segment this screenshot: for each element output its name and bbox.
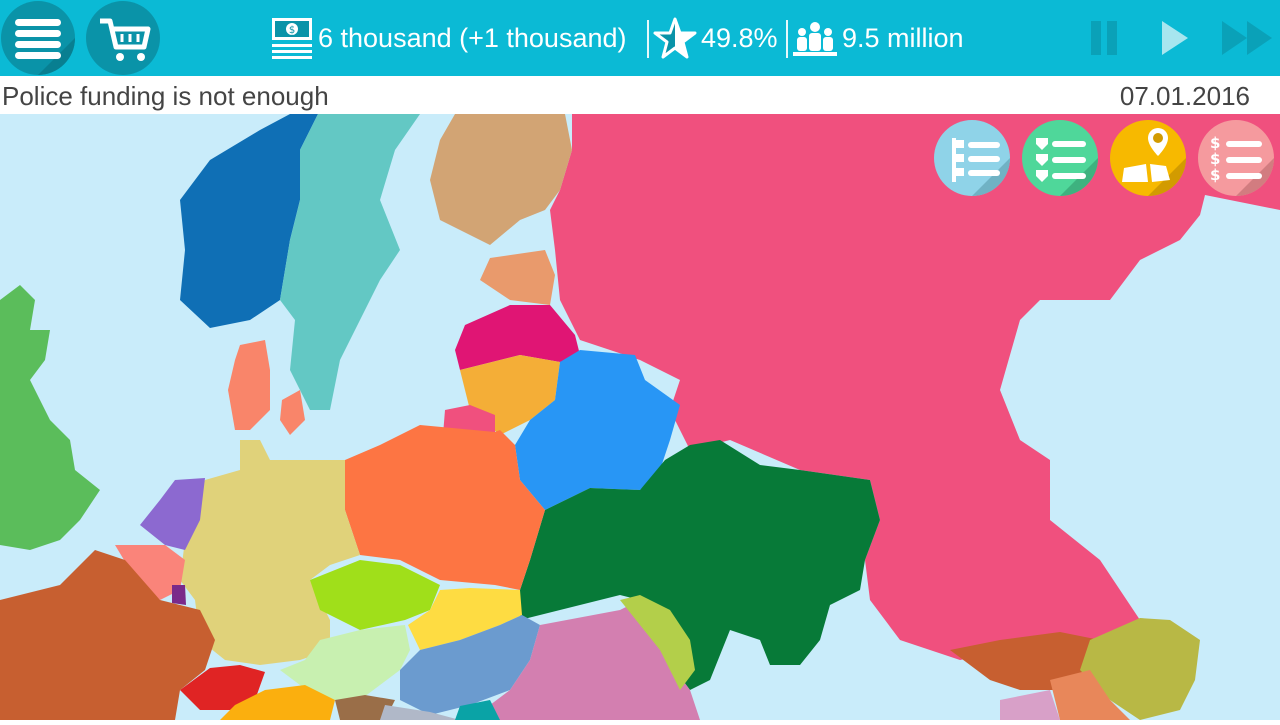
country-estonia[interactable] bbox=[480, 250, 555, 305]
money-banknote-icon: $ bbox=[272, 18, 312, 59]
country-serbia[interactable] bbox=[455, 700, 500, 720]
country-georgia[interactable] bbox=[950, 632, 1100, 690]
play-button[interactable] bbox=[1158, 18, 1192, 58]
country-norway[interactable] bbox=[180, 114, 318, 328]
hamburger-menu-icon bbox=[15, 19, 75, 75]
svg-text:$: $ bbox=[1210, 150, 1220, 168]
star-icon bbox=[653, 17, 697, 59]
country-belgium[interactable] bbox=[115, 545, 185, 600]
money-stat[interactable]: $ 6 thousand (+1 thousand) bbox=[270, 18, 627, 59]
europe-map[interactable]: $ $ $ bbox=[0, 114, 1280, 720]
country-ukraine[interactable] bbox=[520, 440, 880, 690]
country-switzerland[interactable] bbox=[180, 665, 265, 710]
country-turkey[interactable] bbox=[1000, 690, 1060, 720]
status-message: Police funding is not enough bbox=[2, 81, 329, 111]
dollar-list-icon: $$$ bbox=[1210, 134, 1274, 196]
map-pin-icon bbox=[1122, 128, 1186, 196]
svg-text:$: $ bbox=[1210, 166, 1220, 184]
country-austria[interactable] bbox=[280, 625, 410, 700]
fast-forward-button[interactable] bbox=[1220, 18, 1276, 58]
country-armenia[interactable] bbox=[1050, 670, 1130, 720]
country-germany[interactable] bbox=[180, 440, 360, 665]
country-moldova[interactable] bbox=[620, 595, 695, 690]
divider bbox=[786, 20, 788, 58]
game-date: 07.01.2016 bbox=[1119, 81, 1250, 111]
country-hungary[interactable] bbox=[400, 615, 540, 715]
population-stat[interactable]: 9.5 million bbox=[792, 18, 964, 58]
country-uk[interactable] bbox=[0, 285, 100, 550]
status-bar: Police funding is not enough 07.01.2016 bbox=[0, 76, 1280, 114]
divider bbox=[647, 20, 649, 58]
money-value: 6 thousand (+1 thousand) bbox=[318, 22, 627, 53]
country-slovakia[interactable] bbox=[408, 588, 522, 650]
svg-text:$: $ bbox=[289, 25, 295, 36]
shield-list-icon bbox=[1036, 138, 1098, 196]
shop-button[interactable] bbox=[86, 1, 160, 75]
country-denmark-isle[interactable] bbox=[280, 390, 305, 435]
country-poland[interactable] bbox=[345, 425, 545, 590]
flag-list-button[interactable] bbox=[934, 120, 1010, 196]
country-latvia[interactable] bbox=[455, 305, 580, 370]
country-italy[interactable] bbox=[220, 685, 335, 720]
top-bar: $ 6 thousand (+1 thousand) 49.8% 9.5 mil… bbox=[0, 0, 1280, 76]
pause-button[interactable] bbox=[1088, 18, 1122, 58]
country-slovenia[interactable] bbox=[335, 695, 395, 720]
country-czechia[interactable] bbox=[310, 560, 440, 630]
rating-stat[interactable]: 49.8% bbox=[653, 17, 778, 59]
country-kaliningrad[interactable] bbox=[443, 405, 495, 435]
menu-button[interactable] bbox=[1, 1, 75, 75]
country-russia[interactable] bbox=[550, 114, 1280, 660]
budget-list-button[interactable]: $ $ $ bbox=[1198, 120, 1274, 196]
flag-list-icon bbox=[952, 138, 1010, 196]
map-regions-button[interactable] bbox=[1110, 120, 1186, 196]
country-azerbaijan[interactable] bbox=[1080, 618, 1200, 720]
people-group-icon bbox=[793, 22, 837, 56]
country-france[interactable] bbox=[0, 550, 215, 720]
rating-value: 49.8% bbox=[701, 22, 778, 53]
shopping-cart-icon bbox=[100, 18, 151, 61]
country-sweden[interactable] bbox=[280, 114, 420, 410]
country-luxembourg[interactable] bbox=[172, 585, 186, 605]
svg-text:$: $ bbox=[1210, 134, 1220, 152]
country-romania[interactable] bbox=[470, 600, 700, 720]
country-finland[interactable] bbox=[430, 114, 572, 245]
country-denmark[interactable] bbox=[228, 340, 270, 430]
country-belarus[interactable] bbox=[515, 350, 680, 510]
population-value: 9.5 million bbox=[842, 22, 964, 53]
police-list-button[interactable] bbox=[1022, 120, 1098, 196]
country-netherlands[interactable] bbox=[140, 478, 205, 550]
country-croatia[interactable] bbox=[380, 705, 460, 720]
